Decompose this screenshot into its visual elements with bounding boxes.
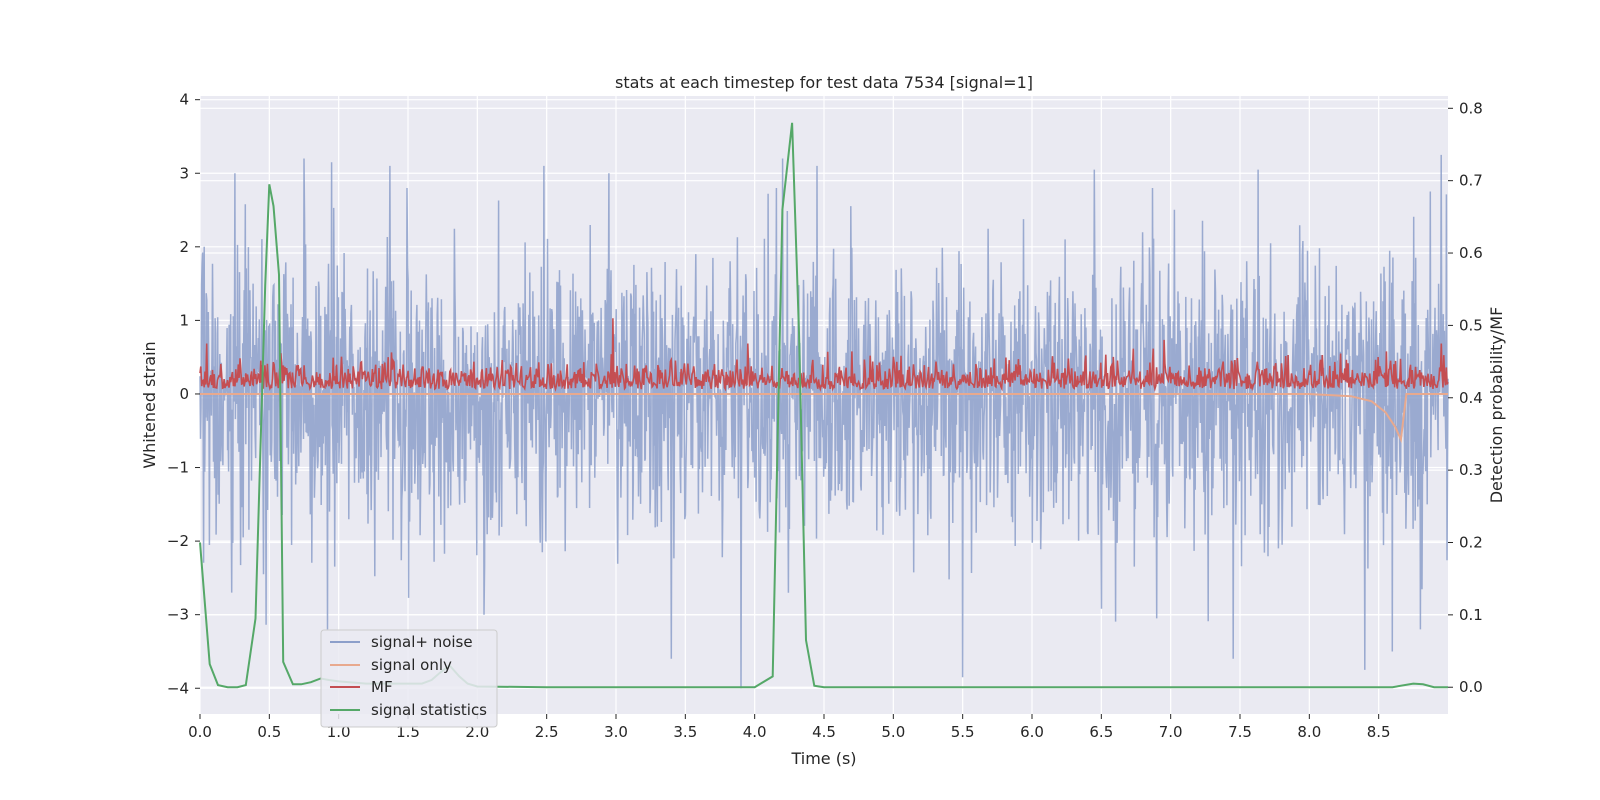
- right-axis-ticks: 0.0 0.1 0.2 0.3 0.4 0.5 0.6 0.7 0.8: [1448, 99, 1483, 696]
- legend-box: [320, 629, 498, 728]
- series-signal-noise: [199, 154, 1449, 689]
- legend-label-signal-noise: signal+ noise: [371, 633, 473, 651]
- x-tick-label: 6.0: [1020, 723, 1044, 741]
- y-tick-label: −1: [167, 459, 189, 477]
- y-tick-label: 3: [179, 164, 189, 182]
- chart-title: stats at each timestep for test data 753…: [615, 73, 1033, 92]
- legend-label-signal-only: signal only: [371, 656, 452, 674]
- x-tick-label: 7.5: [1228, 723, 1252, 741]
- x-tick-label: 3.0: [604, 723, 628, 741]
- right-tick-label: 0.5: [1459, 316, 1483, 334]
- x-tick-label: 6.5: [1089, 723, 1113, 741]
- x-axis-label: Time (s): [790, 749, 856, 768]
- x-tick-label: 5.0: [881, 723, 905, 741]
- right-tick-label: 0.7: [1459, 172, 1483, 190]
- y-tick-label: 1: [179, 311, 189, 329]
- x-tick-label: 4.0: [743, 723, 767, 741]
- right-tick-label: 0.8: [1459, 99, 1483, 117]
- y-tick-label: 2: [179, 238, 189, 256]
- x-tick-label: 8.5: [1367, 723, 1391, 741]
- right-tick-label: 0.2: [1459, 533, 1483, 551]
- legend-label-mf: MF: [371, 678, 393, 696]
- y-tick-label: 0: [179, 385, 189, 403]
- x-axis-ticks: 0.0 0.5 1.0 1.5 2.0 2.5 3.0 3.5 4.0 4.5 5.0 5.5 6.0 6…: [188, 714, 1391, 741]
- right-tick-label: 0.4: [1459, 389, 1483, 407]
- legend-label-signal-statistics: signal statistics: [371, 701, 487, 719]
- x-tick-label: 3.5: [673, 723, 697, 741]
- series-mf: [199, 318, 1449, 392]
- x-tick-label: 7.0: [1159, 723, 1183, 741]
- x-tick-label: 5.5: [951, 723, 975, 741]
- x-tick-label: 2.5: [535, 723, 559, 741]
- x-tick-label: 8.0: [1297, 723, 1321, 741]
- right-tick-label: 0.0: [1459, 678, 1483, 696]
- legend: signal+ noise signal only MF signal stat…: [320, 629, 498, 728]
- series-signal-only: [200, 393, 1448, 444]
- right-tick-label: 0.3: [1459, 461, 1483, 479]
- y-tick-label: −4: [167, 679, 189, 697]
- y-tick-label: −2: [167, 532, 189, 550]
- x-tick-label: 4.5: [812, 723, 836, 741]
- x-tick-label: 0.0: [188, 723, 212, 741]
- y-tick-label: −3: [167, 606, 189, 624]
- y-axis-label: Whitened strain: [140, 341, 159, 468]
- right-tick-label: 0.6: [1459, 244, 1483, 262]
- right-axis-label: Detection probability/MF: [1487, 307, 1506, 504]
- y-axis-ticks: −4 −3 −2 −1 0 1 2 3 4: [167, 91, 200, 697]
- x-tick-label: 0.5: [257, 723, 281, 741]
- right-tick-label: 0.1: [1459, 606, 1483, 624]
- y-tick-label: 4: [179, 91, 189, 109]
